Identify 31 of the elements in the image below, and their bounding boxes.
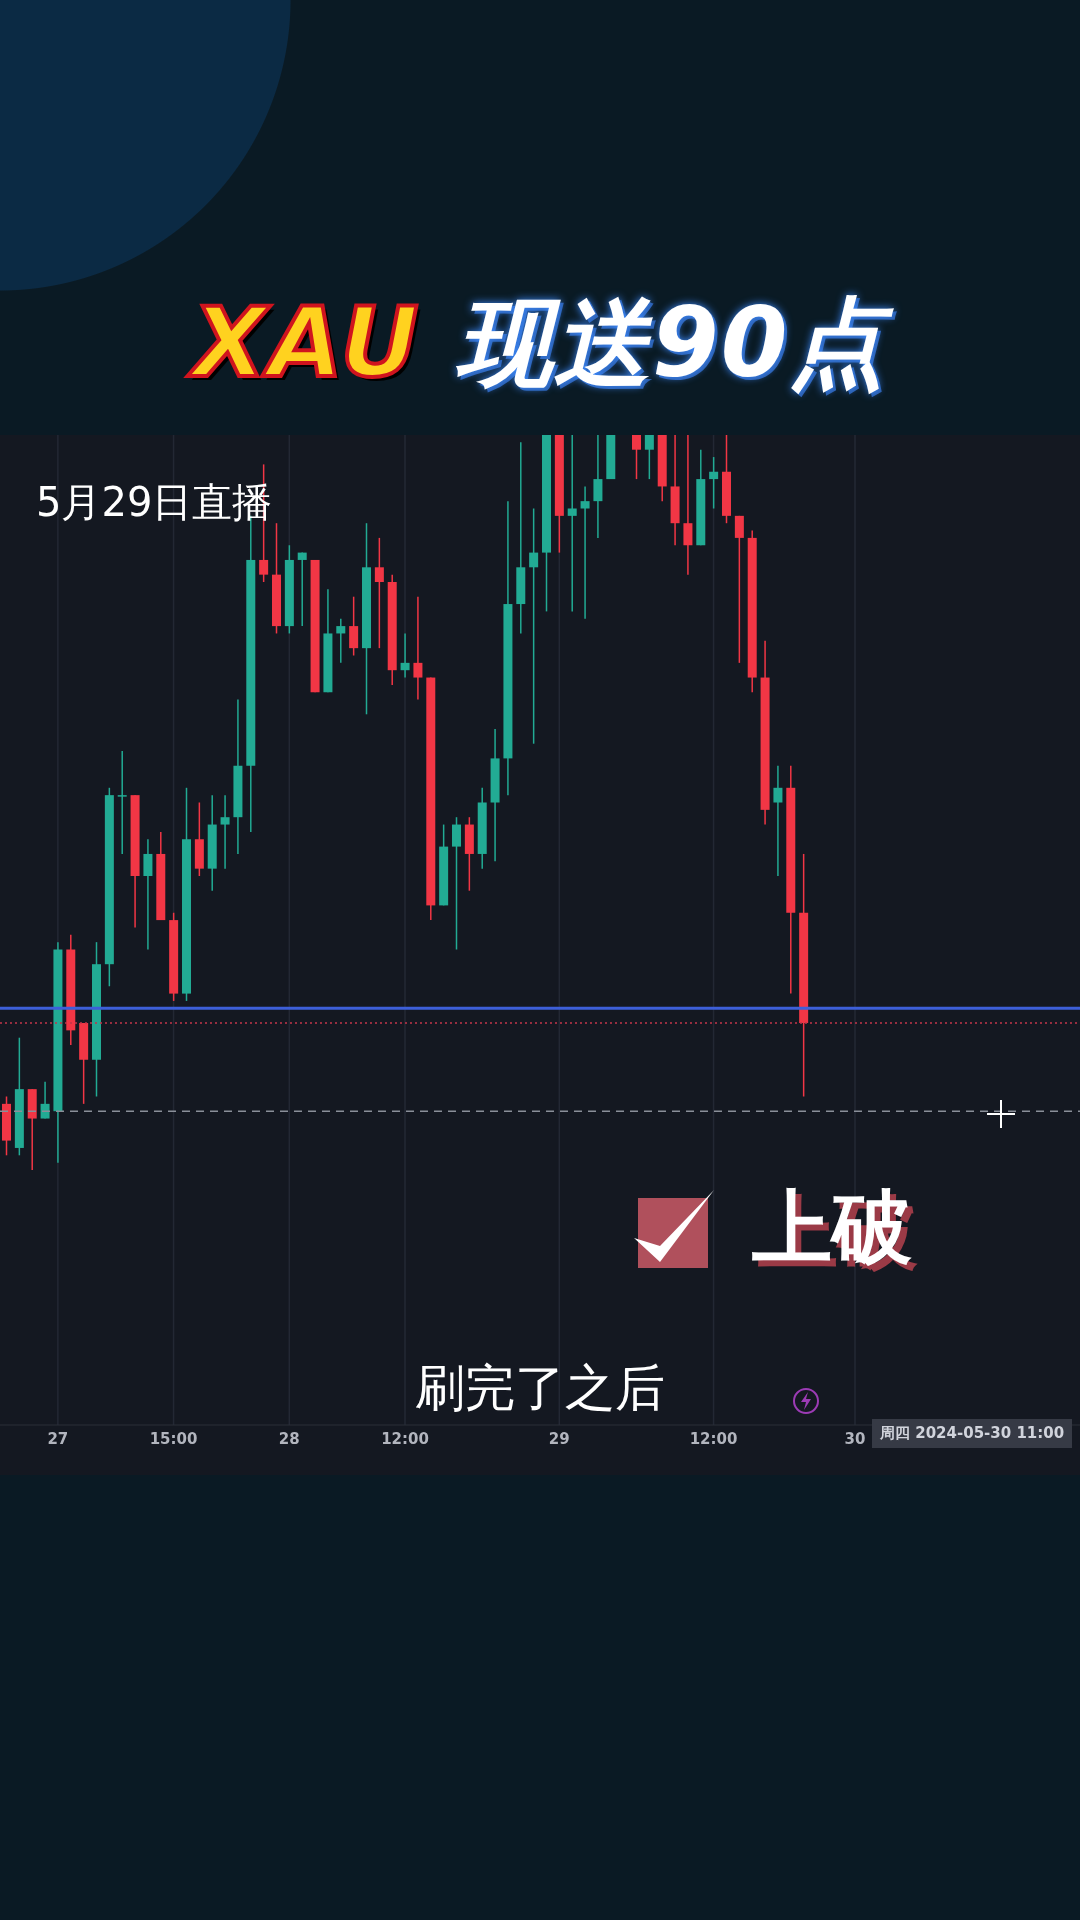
- x-tick-label: 15:00: [149, 1429, 198, 1448]
- candlestick: [297, 551, 307, 627]
- x-tick-label: 12:00: [381, 1429, 429, 1448]
- candlestick: [773, 765, 783, 877]
- candlestick: [220, 794, 230, 870]
- candlestick: [40, 1081, 50, 1120]
- candlestick: [644, 435, 654, 480]
- candlestick: [400, 632, 410, 679]
- candlestick: [529, 507, 539, 745]
- candlestick: [593, 435, 603, 539]
- text: 刷完了之后: [414, 1358, 666, 1419]
- candlestick: [632, 435, 641, 480]
- candlestick: [567, 435, 577, 613]
- candlestick: [683, 435, 693, 576]
- x-tick-label: 28: [278, 1429, 300, 1448]
- candlestick: [580, 485, 590, 620]
- x-tick-label: 29: [548, 1429, 570, 1448]
- candlestick: [452, 816, 461, 951]
- candlestick: [117, 750, 127, 855]
- candlestick: [143, 838, 153, 951]
- candlestick: [734, 515, 744, 664]
- candlestick: [349, 595, 359, 657]
- text: 上破: [752, 1180, 912, 1276]
- candlestick: [336, 618, 346, 664]
- candlestick: [413, 595, 423, 701]
- x-tick-label: 30: [844, 1429, 866, 1448]
- x-tick-label: 27: [47, 1429, 69, 1448]
- text: 周四 2024-05-30 11:00: [872, 1419, 1073, 1448]
- candlestick: [709, 456, 719, 510]
- candlestick: [374, 537, 384, 649]
- x-tick-label: 12:00: [689, 1429, 738, 1448]
